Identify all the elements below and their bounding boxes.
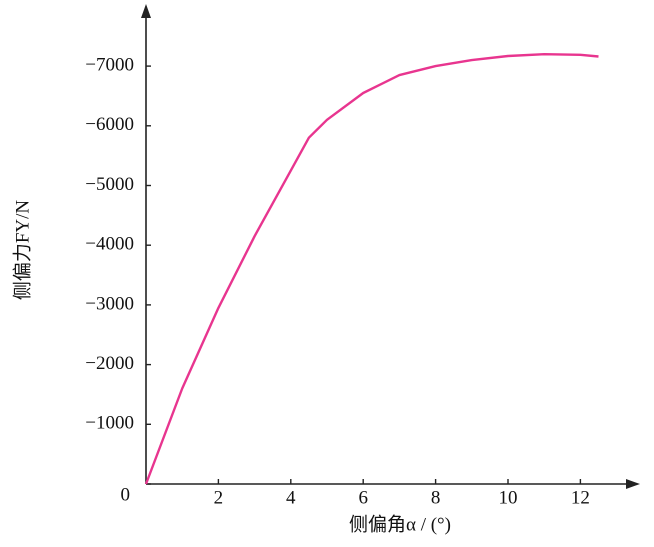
- y-tick-label: −4000: [85, 234, 134, 255]
- y-tick-label: 0: [121, 484, 131, 505]
- x-axis-arrow: [626, 479, 640, 489]
- x-tick-label: 12: [571, 487, 590, 508]
- y-tick-label: −5000: [85, 174, 134, 195]
- y-axis-label: 侧偏力FY/N: [11, 200, 33, 301]
- x-tick-label: 6: [358, 487, 368, 508]
- y-tick-label: −6000: [85, 114, 134, 135]
- y-tick-label: −2000: [85, 353, 134, 374]
- x-tick-label: 4: [286, 487, 296, 508]
- x-tick-label: 2: [214, 487, 224, 508]
- x-tick-label: 10: [499, 487, 518, 508]
- y-tick-label: −3000: [85, 293, 134, 314]
- x-axis-label: 侧偏角α / (°): [349, 513, 451, 535]
- y-tick-label: −1000: [85, 413, 134, 434]
- x-tick-label: 8: [431, 487, 441, 508]
- data-line: [144, 53, 599, 485]
- y-axis-arrow: [141, 4, 151, 18]
- y-tick-label: −7000: [85, 54, 134, 75]
